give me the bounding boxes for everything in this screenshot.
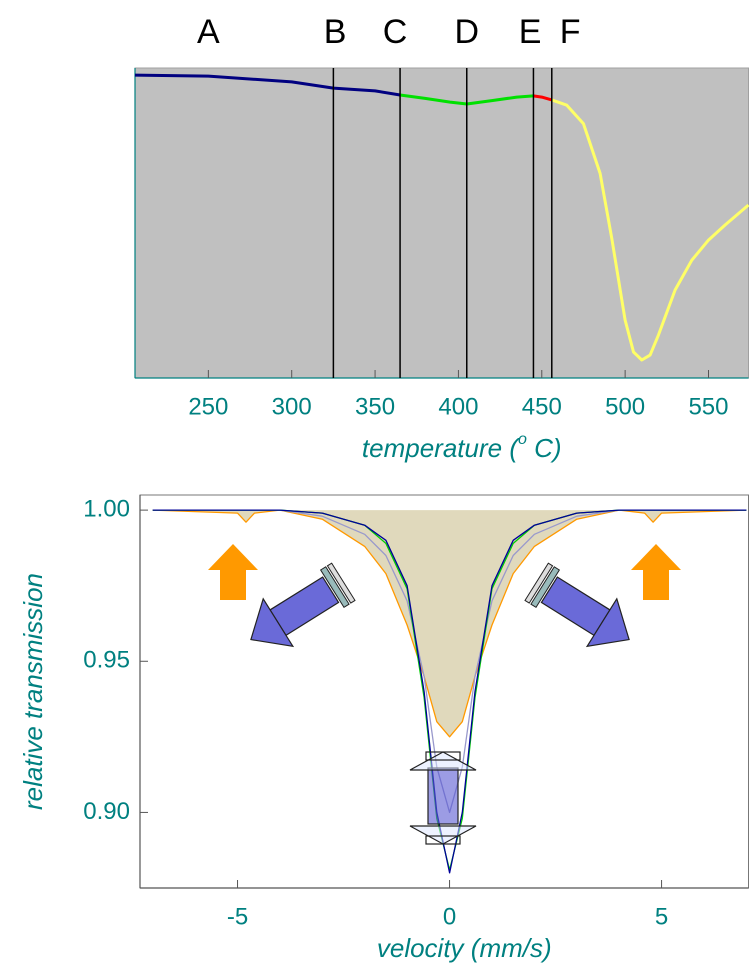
x-tick-label: 450 [522, 393, 562, 420]
y-tick-label: 0.95 [83, 647, 130, 674]
stage-label: E [519, 13, 542, 51]
stage-label: F [560, 13, 581, 51]
x-axis-label-part: o [518, 431, 527, 448]
x-tick-label: 5 [655, 903, 668, 930]
y-axis-label: relative transmission [18, 573, 48, 810]
x-axis-label: temperature (o C) [362, 431, 562, 463]
x-tick-label: 550 [688, 393, 728, 420]
x-tick-label: 300 [272, 393, 312, 420]
x-axis-label-part: velocity (mm/s) [377, 933, 552, 963]
data-line [134, 73, 401, 97]
y-tick-label: 0.90 [83, 798, 130, 825]
stage-label: A [197, 13, 220, 51]
data-line [533, 94, 553, 102]
decorations [208, 544, 681, 845]
double-arrow [409, 751, 477, 845]
data-line [551, 98, 749, 362]
x-axis-label: velocity (mm/s) [377, 933, 552, 963]
x-axis-label-part: temperature ( [362, 433, 520, 463]
y-tick-label: 1.00 [83, 495, 130, 522]
stage-label: B [324, 13, 347, 51]
data-line [152, 509, 747, 874]
area-fill [152, 510, 747, 737]
x-tick-label: 250 [188, 393, 228, 420]
plot-area [134, 67, 749, 379]
x-tick-label: 400 [438, 393, 478, 420]
x-tick-label: 350 [355, 393, 395, 420]
x-axis-label-part: C) [527, 433, 562, 463]
data-line [152, 509, 747, 738]
x-tick-label: -5 [227, 903, 248, 930]
x-tick-label: 500 [605, 393, 645, 420]
stage-label: D [454, 13, 479, 51]
stage-label: C [383, 13, 408, 51]
x-tick-label: 0 [443, 903, 456, 930]
